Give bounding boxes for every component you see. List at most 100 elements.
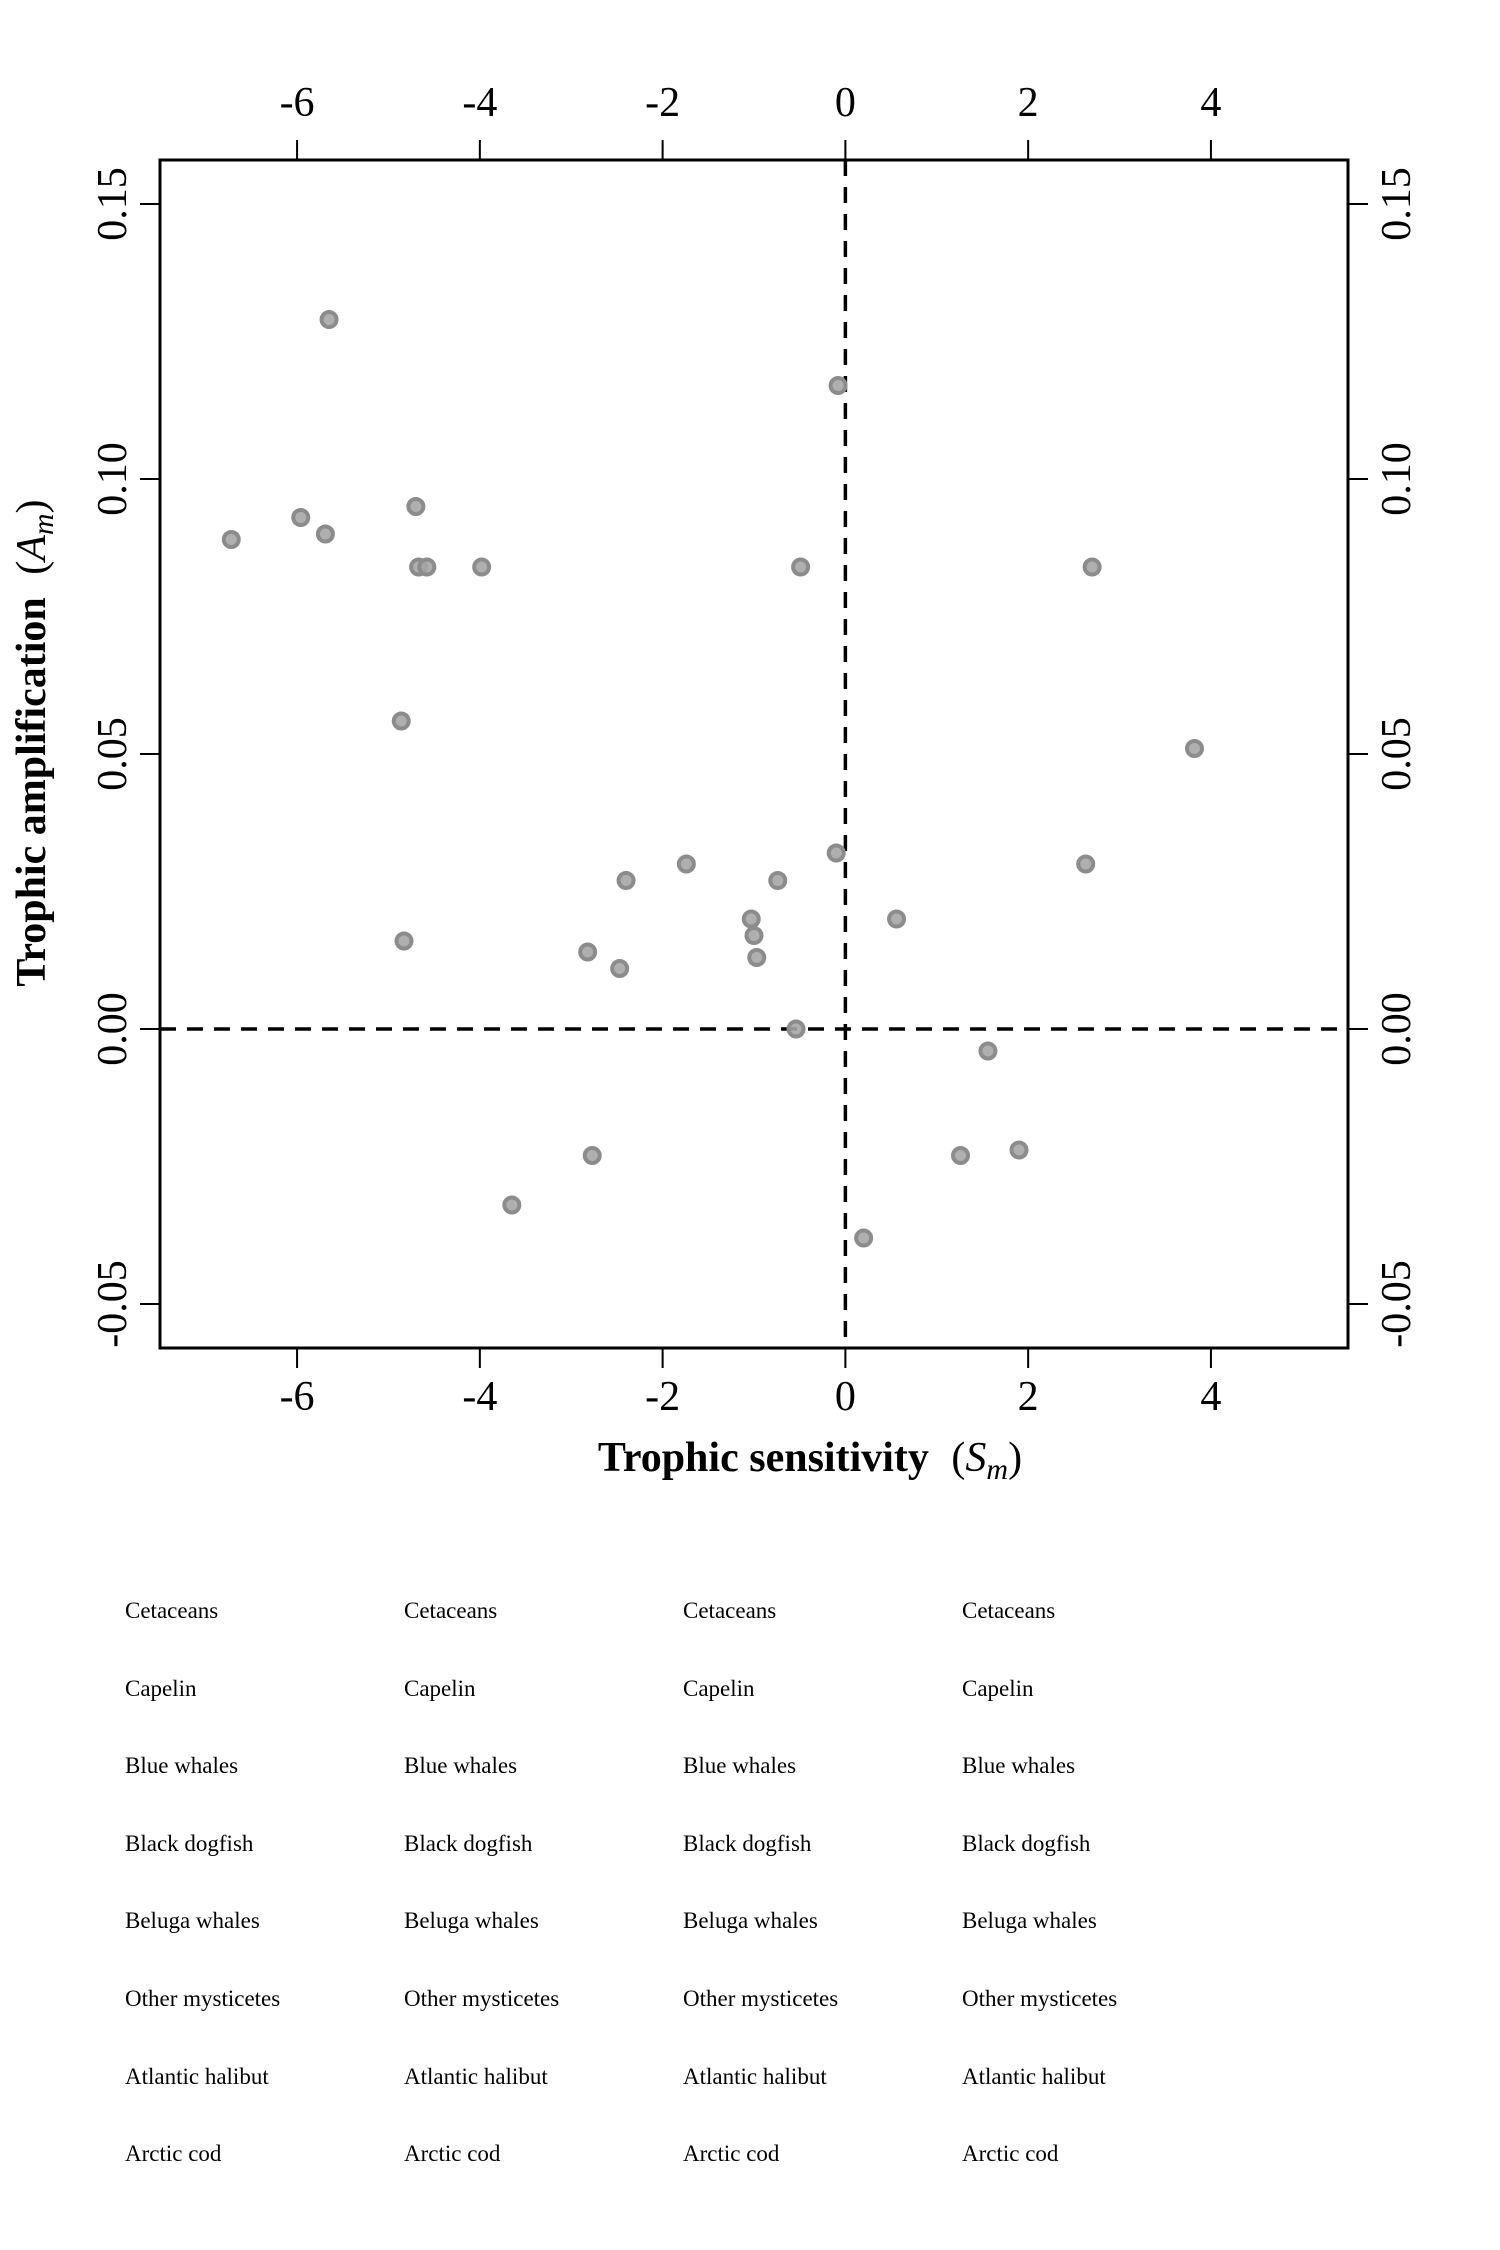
data-point (676, 854, 696, 874)
x-tick-label-bottom: 0 (835, 1374, 856, 1420)
data-point (417, 557, 437, 577)
legend-item: Black dogfish (125, 1830, 254, 1856)
y-tick-label-right: 0.05 (1374, 717, 1420, 791)
data-point (978, 1041, 998, 1061)
y-tick-label-left: 0.15 (90, 167, 136, 241)
data-point (747, 948, 767, 967)
legend-item: Arctic cod (962, 2141, 1059, 2167)
data-point (741, 909, 761, 929)
y-axis-label-open: ( (9, 561, 55, 575)
data-point (1082, 557, 1102, 577)
x-axis-label-close: ) (1008, 1435, 1022, 1481)
x-axis-label-symbol: S (965, 1435, 986, 1481)
plot-frame (158, 158, 1350, 1350)
y-tick-label-right: 0.10 (1374, 442, 1420, 516)
legend-item: Cetaceans (962, 1598, 1056, 1623)
data-point (1076, 854, 1096, 874)
legend-item: Cetaceans (125, 1598, 219, 1623)
y-axis-label-main: Trophic amplification (9, 597, 55, 986)
y-axis-label-close: ) (9, 499, 55, 513)
y-tick-label-left: 0.05 (90, 717, 136, 791)
legend-item: Capelin (962, 1675, 1034, 1701)
legend-item: Atlantic halibut (125, 2063, 269, 2089)
x-tick-label-top: 2 (1018, 80, 1039, 126)
legend-item: Atlantic halibut (683, 2063, 827, 2089)
legend-item: Blue whales (683, 1753, 797, 1779)
x-axis-label: Trophic sensitivity (Sm) (598, 1435, 1022, 1486)
x-tick-label-top: -6 (280, 80, 315, 126)
data-point (319, 310, 339, 329)
legend-item: Beluga whales (962, 1908, 1097, 1934)
legend-item: Other mysticetes (125, 1986, 281, 2011)
data-point (616, 871, 636, 890)
legend-item: Other mysticetes (962, 1986, 1118, 2011)
data-point (951, 1146, 971, 1165)
data-point (582, 1146, 602, 1165)
x-tick-label-bottom: 4 (1200, 1374, 1221, 1420)
legend-item: Black dogfish (404, 1830, 533, 1856)
legend-item: Atlantic halibut (962, 2063, 1106, 2089)
legend-item: Beluga whales (125, 1908, 260, 1934)
x-tick-label-bottom: -2 (645, 1374, 680, 1420)
data-point (854, 1228, 874, 1248)
x-axis-label-open: ( (951, 1435, 965, 1481)
x-axis-label-sub: m (986, 1453, 1008, 1486)
x-axis-label-main: Trophic sensitivity (598, 1435, 929, 1481)
x-tick-label-top: -2 (645, 80, 680, 126)
data-point (472, 557, 492, 577)
data-point (394, 931, 414, 951)
legend-item: Other mysticetes (683, 1986, 839, 2011)
data-point (502, 1195, 522, 1215)
legend-item: Arctic cod (125, 2141, 222, 2167)
legend-item: Cetaceans (683, 1598, 777, 1623)
y-tick-label-left: 0.10 (90, 442, 136, 516)
y-tick-label-right: 0.15 (1374, 167, 1420, 241)
legend-item: Black dogfish (683, 1830, 812, 1856)
data-point (826, 843, 846, 863)
data-point (1009, 1140, 1029, 1160)
data-point (291, 508, 311, 527)
data-point (791, 557, 811, 577)
legend-item: Black dogfish (962, 1830, 1091, 1856)
data-point (578, 942, 598, 962)
x-tick-label-top: 4 (1200, 80, 1221, 126)
y-tick-label-right: -0.05 (1374, 1260, 1420, 1348)
data-point (221, 530, 241, 549)
data-point (887, 909, 907, 929)
y-axis-label-sub: m (27, 513, 60, 535)
x-tick-label-top: 0 (835, 80, 856, 126)
legend-item: Blue whales (962, 1753, 1076, 1779)
plot-area: -6 -6 -4 -4 -2 -2 0 0 2 2 4 4 -0.05 -0.05 0.00 0.00 0.05… (90, 80, 1420, 1420)
data-point (768, 871, 788, 890)
legend-item: Arctic cod (683, 2141, 780, 2167)
y-axis-label-symbol: A (9, 535, 55, 564)
legend-item: Beluga whales (404, 1908, 539, 1934)
data-point (828, 376, 848, 395)
data-point (406, 497, 426, 516)
y-tick-label-right: 0.00 (1374, 992, 1420, 1066)
legend-item: Cetaceans (404, 1598, 498, 1623)
legend-item: Capelin (683, 1675, 755, 1701)
x-tick-label-bottom: 2 (1018, 1374, 1039, 1420)
y-axis-label: Trophic amplification (Am) (9, 499, 60, 986)
data-point (610, 959, 630, 978)
legend-item: Other mysticetes (404, 1986, 560, 2011)
legend-item: Atlantic halibut (404, 2063, 548, 2089)
data-point (786, 1019, 806, 1039)
legend-item: Beluga whales (683, 1908, 818, 1934)
data-point (315, 524, 335, 544)
data-point (391, 711, 411, 731)
x-tick-label-bottom: -4 (462, 1374, 497, 1420)
y-tick-label-left: 0.00 (90, 992, 136, 1066)
legend-item: Blue whales (125, 1753, 239, 1779)
x-tick-label-top: -4 (462, 80, 497, 126)
data-point (744, 926, 764, 945)
legend-item: Capelin (404, 1675, 476, 1701)
legend-item: Blue whales (404, 1753, 518, 1779)
data-point (1184, 739, 1204, 758)
y-tick-label-left: -0.05 (90, 1260, 136, 1348)
legend-item: Arctic cod (404, 2141, 501, 2167)
legend-item: Capelin (125, 1675, 197, 1701)
